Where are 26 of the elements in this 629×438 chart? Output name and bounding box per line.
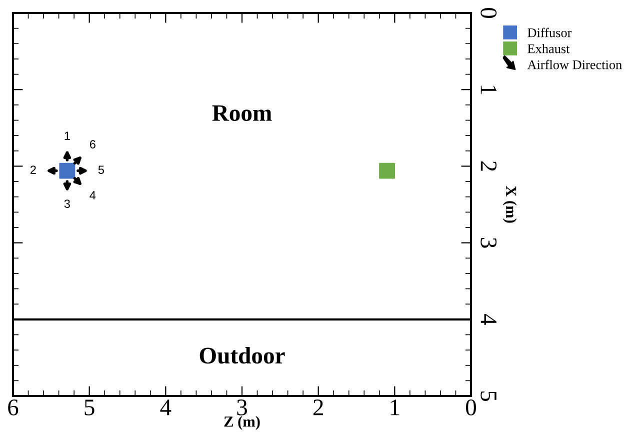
y-tick-label: 3 [480,238,497,248]
annotation: Outdoor [200,346,285,364]
annotation: Room [212,105,272,122]
y-tick-label: 2 [480,161,497,171]
x-tick-label: 2 [313,400,323,416]
x-tick-label: 4 [160,400,172,416]
y-axis-title: X (m) [502,186,517,223]
x-tick-label: 6 [8,400,18,416]
x-tick-label: 0 [466,399,476,416]
annotation: 2 [30,166,36,174]
text: Airflow Direction [527,60,622,70]
annotation: 6 [90,140,96,149]
x-tick-label: 1 [390,400,400,416]
x-axis-title: Z (m) [224,416,260,430]
y-tick-label: 4 [480,314,496,325]
annotation: 3 [64,200,70,208]
x-tick-label: 3 [237,400,247,416]
annotation: 4 [90,191,96,200]
y-tick-label: 5 [480,391,496,401]
annotation: 5 [98,166,104,174]
x-tick-label: 5 [84,400,94,416]
y-tick-label: 0 [480,8,497,18]
legend-label: Exhaust [528,44,570,54]
y-tick-label: 1 [480,86,496,94]
annotation: 1 [64,132,70,140]
legend-label: Diffusor [528,28,572,38]
